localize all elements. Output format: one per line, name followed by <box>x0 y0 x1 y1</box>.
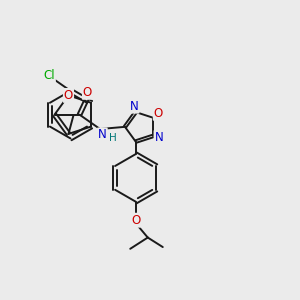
Text: O: O <box>83 86 92 99</box>
Text: N: N <box>130 100 139 113</box>
Text: Cl: Cl <box>43 69 55 82</box>
Text: O: O <box>64 89 73 102</box>
Text: O: O <box>131 214 140 227</box>
Text: N: N <box>154 131 163 144</box>
Text: H: H <box>109 134 116 143</box>
Text: O: O <box>154 107 163 120</box>
Text: N: N <box>98 128 107 141</box>
